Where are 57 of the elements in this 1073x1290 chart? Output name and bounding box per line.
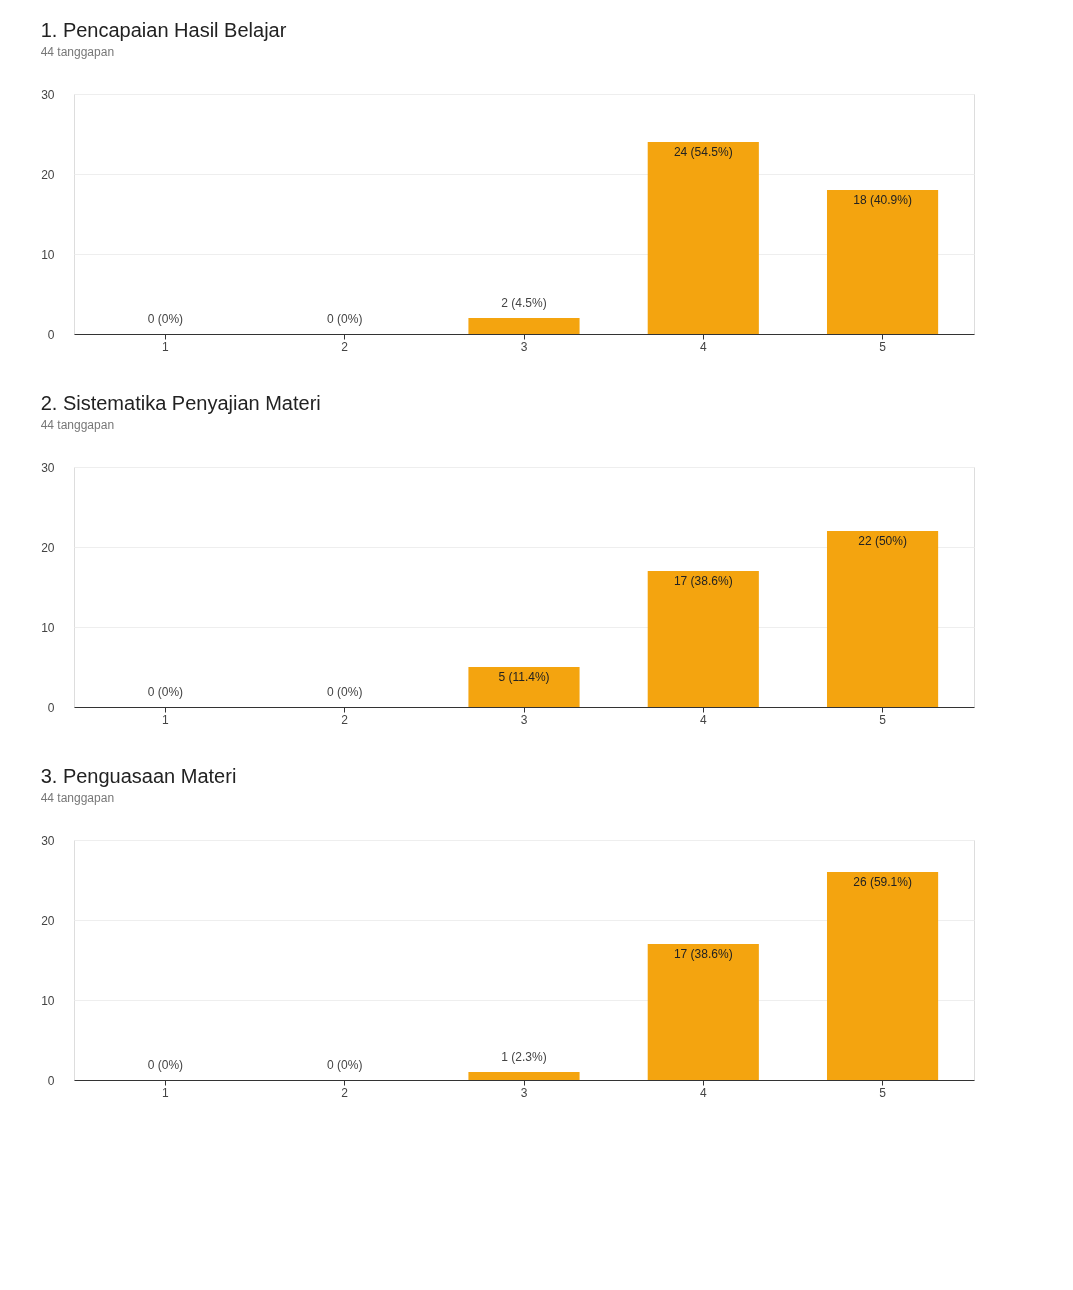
data-label: 24 (54.5%): [673, 145, 733, 159]
y-tick-label: 30: [41, 833, 55, 848]
x-tick-label: 4: [699, 712, 707, 727]
x-tick-label: 1: [162, 1085, 170, 1100]
chart-subtitle: 44 tanggapan: [40, 45, 115, 59]
x-tick-label: 5: [879, 712, 887, 727]
data-label: 5 (11.4%): [498, 670, 550, 684]
x-tick-label: 4: [699, 339, 707, 354]
data-label: 0 (0%): [147, 1058, 184, 1072]
data-label: 0 (0%): [327, 685, 363, 699]
y-tick-label: 0: [47, 700, 55, 715]
y-tick-label: 20: [41, 167, 55, 182]
data-label: 0 (0%): [147, 685, 184, 699]
x-tick-label: 4: [699, 1085, 707, 1100]
bar: [826, 872, 939, 1080]
data-label: 1 (2.3%): [501, 1050, 547, 1064]
data-label: 17 (38.6%): [673, 574, 733, 588]
y-tick-label: 0: [47, 327, 55, 342]
x-tick-label: 2: [341, 712, 349, 727]
data-label: 22 (50%): [858, 534, 907, 548]
data-label: 0 (0%): [327, 1058, 363, 1072]
chart-subtitle: 44 tanggapan: [40, 418, 115, 432]
x-tick-label: 5: [879, 1085, 887, 1100]
chart-subtitle: 44 tanggapan: [40, 791, 115, 805]
chart-title: 3. Penguasaan Materi: [40, 765, 237, 787]
bar: [468, 318, 580, 334]
x-tick-label: 2: [341, 1085, 349, 1100]
x-tick-label: 2: [341, 339, 349, 354]
data-label: 17 (38.6%): [673, 947, 733, 961]
x-tick-label: 1: [162, 712, 170, 727]
data-label: 0 (0%): [327, 312, 363, 326]
bar: [826, 531, 939, 707]
y-tick-label: 10: [41, 247, 55, 262]
x-tick-label: 1: [162, 339, 170, 354]
bar: [468, 667, 580, 707]
y-tick-label: 10: [41, 620, 55, 635]
y-tick-label: 10: [41, 993, 55, 1008]
data-label: 26 (59.1%): [853, 875, 912, 889]
data-label: 18 (40.9%): [853, 193, 912, 207]
chart-title: 1. Pencapaian Hasil Belajar: [40, 19, 287, 41]
bar: [647, 571, 759, 707]
y-tick-label: 20: [41, 540, 55, 555]
y-tick-label: 30: [41, 87, 55, 102]
bar: [826, 190, 939, 334]
x-tick-label: 5: [879, 339, 887, 354]
bar: [468, 1072, 580, 1080]
y-tick-label: 30: [41, 460, 55, 475]
x-tick-label: 3: [520, 1085, 528, 1100]
data-label: 0 (0%): [147, 312, 184, 326]
y-tick-label: 0: [47, 1073, 55, 1088]
y-tick-label: 20: [41, 913, 55, 928]
chart-title: 2. Sistematika Penyajian Materi: [40, 392, 321, 414]
x-tick-label: 3: [520, 339, 528, 354]
data-label: 2 (4.5%): [501, 296, 547, 310]
bar: [647, 944, 759, 1080]
bar: [647, 142, 759, 334]
x-tick-label: 3: [520, 712, 528, 727]
